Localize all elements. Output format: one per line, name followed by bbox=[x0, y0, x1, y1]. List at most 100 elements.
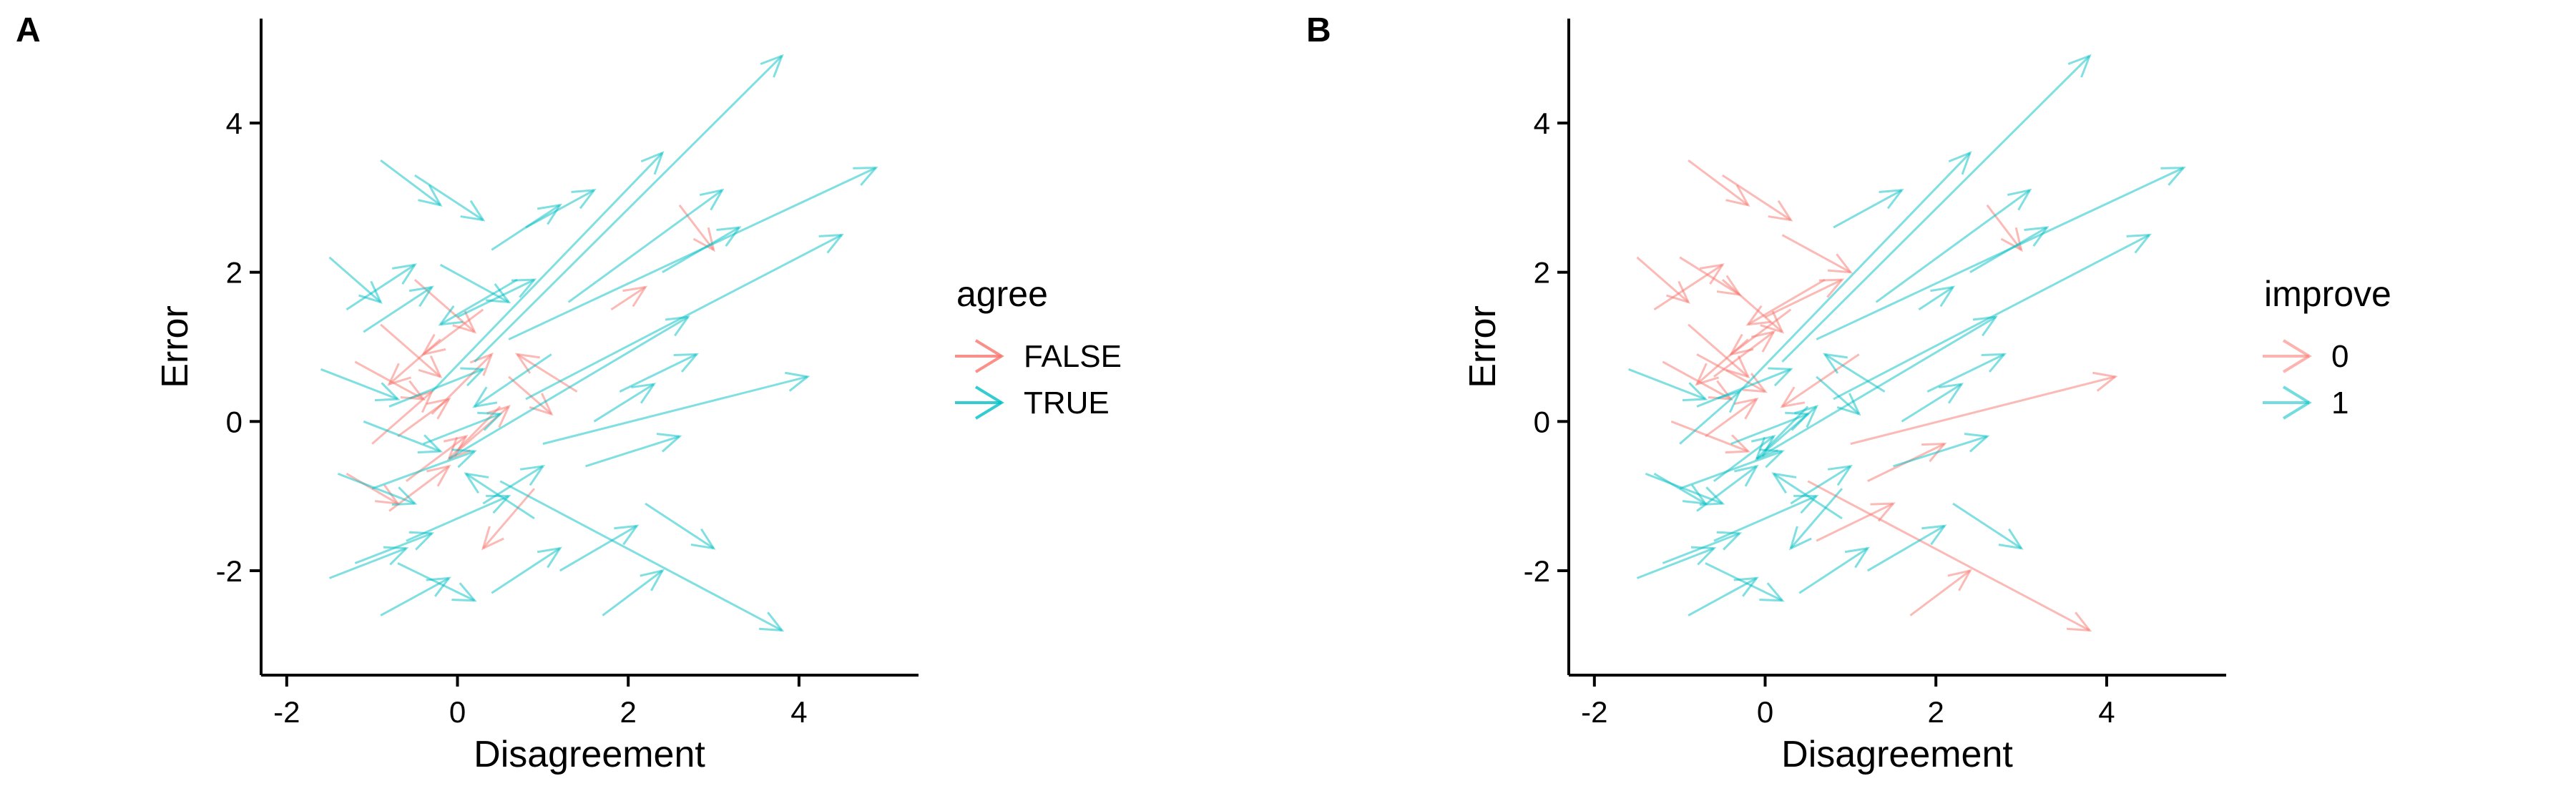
arrow-segment-b bbox=[1816, 167, 2186, 340]
arrow-segment-b bbox=[1696, 367, 1793, 408]
arrow-segment-a bbox=[472, 353, 552, 408]
arrow-segment-b bbox=[1926, 353, 2007, 393]
y-tick-label: -2 bbox=[216, 554, 243, 588]
legend-label-1: 1 bbox=[2331, 385, 2349, 421]
arrow-segment-b bbox=[1722, 174, 1793, 222]
panel-a: A -2 0 2 4 -2 0 2 4 Disagreement Error agree F… bbox=[16, 11, 1122, 775]
arrow-segment-a bbox=[559, 524, 640, 572]
arrow-segment-a bbox=[337, 472, 418, 506]
panel-b: B -2 0 2 4 -2 0 2 4 Disagreement Error improve… bbox=[1306, 11, 2391, 775]
y-ticks-b: -2 0 2 4 bbox=[1524, 107, 1569, 588]
arrow-segment-a bbox=[456, 278, 537, 318]
arrow-segment-b bbox=[1670, 420, 1751, 454]
x-ticks-b: -2 0 2 4 bbox=[1581, 675, 2115, 729]
arrow-segment-b bbox=[1738, 151, 1972, 393]
legend-key-1 bbox=[2263, 385, 2312, 420]
arrow-segment-b bbox=[1636, 546, 1717, 579]
panel-tag-b: B bbox=[1306, 11, 1331, 49]
arrow-segment-b bbox=[1986, 204, 2023, 252]
arrow-segment-b bbox=[1696, 464, 1759, 512]
y-tick-label: 0 bbox=[226, 405, 243, 438]
arrow-segment-b bbox=[1781, 54, 2092, 363]
arrow-segment-b bbox=[1781, 234, 1853, 274]
arrow-segment-a bbox=[431, 151, 665, 393]
arrow-segment-b bbox=[1798, 546, 1870, 594]
arrow-segment-a bbox=[380, 576, 451, 616]
y-ticks-a: -2 0 2 4 bbox=[216, 107, 261, 588]
arrow-segment-a bbox=[514, 353, 578, 393]
arrow-segment-a bbox=[423, 411, 503, 446]
arrow-segment-a bbox=[645, 502, 716, 550]
arrow-segment-b bbox=[1901, 383, 1964, 423]
arrow-segment-b bbox=[1636, 256, 1690, 304]
arrow-segment-b bbox=[1688, 159, 1750, 207]
arrow-segment-a bbox=[474, 54, 784, 363]
arrow-segment-a bbox=[439, 263, 511, 304]
legend-b: improve 0 1 bbox=[2263, 274, 2391, 421]
arrow-segment-a bbox=[491, 546, 562, 594]
arrow-segment-a bbox=[481, 488, 536, 551]
arrow-segment-a bbox=[387, 338, 441, 386]
arrow-segment-a bbox=[448, 315, 690, 460]
arrow-segment-a bbox=[602, 569, 665, 616]
arrow-segment-b bbox=[1653, 473, 1708, 505]
x-tick-label: 2 bbox=[620, 695, 637, 729]
legend-key-false bbox=[955, 339, 1004, 373]
x-tick-label: 0 bbox=[449, 695, 466, 729]
y-tick-label: 2 bbox=[1534, 256, 1550, 290]
legend-label-false: FALSE bbox=[1024, 339, 1122, 374]
y-axis-title-a: Error bbox=[155, 305, 196, 388]
arrow-segment-b bbox=[1893, 433, 1990, 468]
arrow-segment-a bbox=[388, 367, 486, 408]
x-axis-title-b: Disagreement bbox=[1781, 734, 2013, 775]
y-axis-title-b: Error bbox=[1462, 305, 1504, 388]
arrow-segment-b bbox=[1909, 569, 1972, 616]
arrow-segment-b bbox=[1788, 488, 1843, 551]
arrow-segment-b bbox=[1822, 353, 1886, 393]
arrow-segment-a bbox=[525, 189, 597, 229]
legend-key-true bbox=[955, 385, 1004, 420]
y-tick-label: -2 bbox=[1524, 554, 1550, 588]
arrow-segment-b bbox=[1918, 285, 1956, 311]
arrow-segment-a bbox=[380, 159, 443, 207]
arrow-segment-b bbox=[1628, 368, 1708, 402]
arrow-segment-a bbox=[371, 448, 477, 490]
arrow-segment-a bbox=[380, 323, 443, 379]
arrow-segment-b bbox=[1816, 502, 1896, 542]
axes-b: -2 0 2 4 -2 0 2 4 bbox=[1524, 19, 2226, 729]
legend-label-0: 0 bbox=[2331, 339, 2349, 374]
arrow-segment-a bbox=[328, 546, 409, 579]
arrow-segment-b bbox=[1850, 371, 2118, 446]
y-tick-label: 4 bbox=[226, 107, 243, 140]
arrow-segment-b bbox=[1833, 189, 1904, 229]
arrow-segment-b bbox=[1755, 315, 1998, 460]
x-tick-label: 2 bbox=[1928, 695, 1944, 729]
arrow-segment-b bbox=[1695, 338, 1749, 386]
x-axis-title-a: Disagreement bbox=[474, 734, 705, 775]
x-tick-label: -2 bbox=[273, 695, 300, 729]
segment-layer-b bbox=[1628, 54, 2186, 632]
arrow-segment-a bbox=[542, 371, 810, 446]
legend-title-b: improve bbox=[2264, 274, 2391, 314]
segment-layer-a bbox=[320, 54, 878, 632]
arrow-segment-a bbox=[328, 256, 383, 304]
arrow-segment-a bbox=[593, 383, 657, 423]
arrow-segment-b bbox=[1688, 576, 1759, 616]
arrow-segment-a bbox=[346, 263, 417, 311]
arrow-segment-a bbox=[610, 285, 648, 311]
arrow-segment-b bbox=[1705, 562, 1785, 602]
arrow-segment-a bbox=[499, 480, 785, 632]
arrow-segment-b bbox=[1764, 278, 1845, 318]
y-tick-label: 0 bbox=[1534, 405, 1550, 438]
arrow-segment-b bbox=[1969, 226, 2049, 273]
arrow-segment-a bbox=[508, 375, 554, 416]
arrow-segment-a bbox=[585, 433, 682, 468]
arrow-segment-b bbox=[1679, 256, 1742, 296]
arrow-segment-b bbox=[1713, 494, 1819, 542]
y-tick-label: 2 bbox=[226, 256, 243, 290]
arrow-segment-b bbox=[1807, 480, 2092, 632]
x-tick-label: 0 bbox=[1757, 695, 1773, 729]
arrow-segment-b bbox=[1745, 278, 1826, 326]
arrow-segment-b bbox=[1688, 323, 1750, 379]
